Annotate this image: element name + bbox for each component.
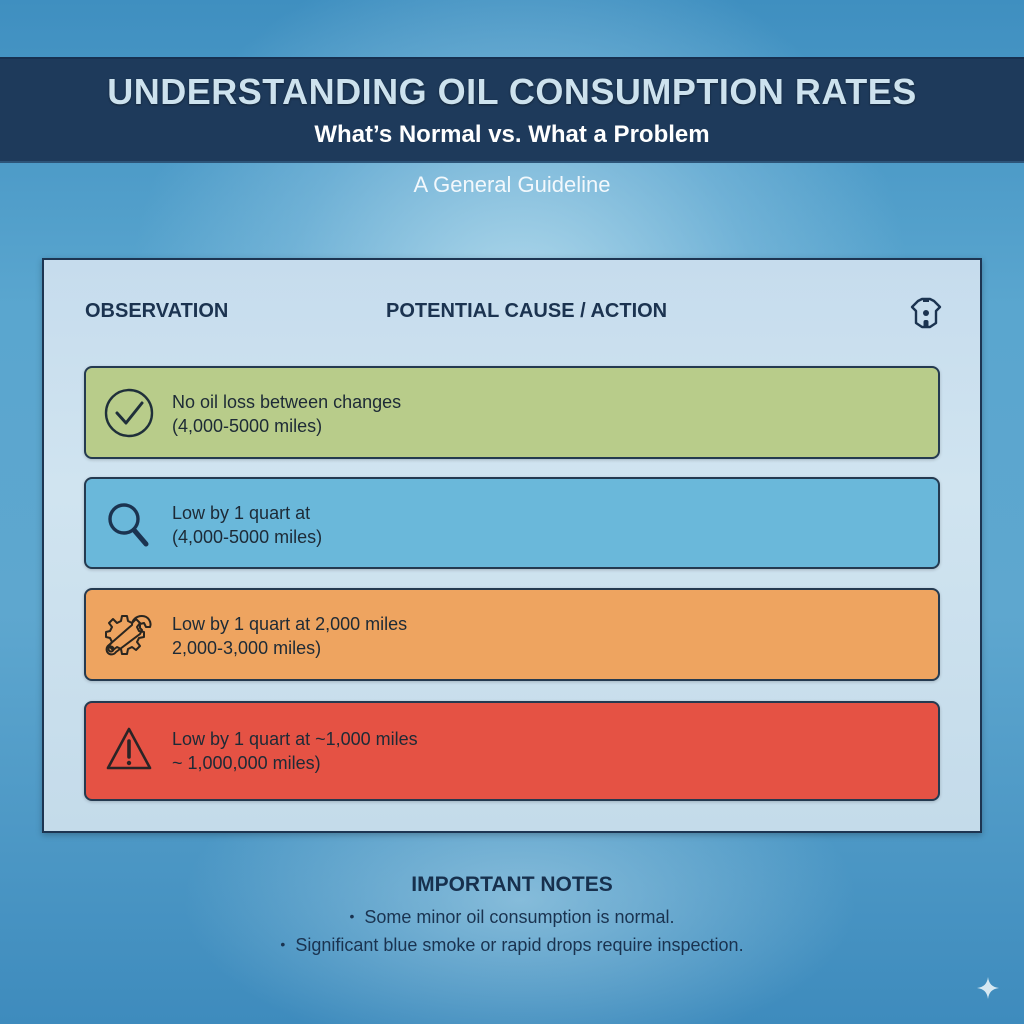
- row-observation: Low by 1 quart at ~1,000 miles: [172, 729, 418, 749]
- note-text: Some minor oil consumption is normal.: [364, 907, 675, 927]
- row-text: Low by 1 quart at ~1,000 miles ~ 1,000,0…: [172, 727, 418, 775]
- row-text: Low by 1 quart at 2,000 miles 2,000-3,00…: [172, 612, 407, 660]
- header-band: UNDERSTANDING OIL CONSUMPTION RATES What…: [0, 57, 1024, 163]
- check-circle-icon: [102, 386, 156, 440]
- notes-list: • Some minor oil consumption is normal. •…: [0, 903, 1024, 959]
- row-observation: Low by 1 quart at 2,000 miles: [172, 614, 408, 634]
- table-row-no-oil-loss: No oil loss between changes (4,000-5000 …: [84, 366, 940, 459]
- engine-diagram-icon: [906, 293, 946, 333]
- sparkle-icon: [976, 976, 1000, 1000]
- row-mileage: (4,000-5000 miles): [172, 527, 323, 547]
- page-subtitle: What’s Normal vs. What a Problem: [314, 121, 710, 148]
- row-mileage: ~ 1,000,000 miles): [172, 753, 321, 773]
- row-observation: Low by 1 quart at: [172, 503, 311, 523]
- row-text: No oil loss between changes (4,000-5000 …: [172, 390, 401, 438]
- table-row-low-1-quart-2000: Low by 1 quart at 2,000 miles 2,000-3,00…: [84, 588, 940, 681]
- bullet-icon: •: [349, 908, 355, 924]
- table-row-low-1-quart-4000: Low by 1 quart at (4,000-5000 miles): [84, 477, 940, 569]
- column-header-observation: OBSERVATION: [85, 300, 229, 322]
- table-row-low-1-quart-1000: Low by 1 quart at ~1,000 miles ~ 1,000,0…: [84, 701, 940, 801]
- bullet-icon: •: [280, 936, 286, 952]
- notes-title: IMPORTANT NOTES: [411, 873, 613, 896]
- row-mileage: (4,000-5000 miles): [172, 416, 323, 436]
- gear-wrench-icon: [102, 608, 156, 662]
- magnifier-icon: [102, 497, 156, 551]
- guideline-table: OBSERVATION POTENTIAL CAUSE / ACTION No …: [42, 258, 982, 833]
- warning-triangle-icon: [102, 723, 156, 777]
- row-observation: No oil loss between changes: [172, 392, 402, 412]
- page-tagline: A General Guideline: [413, 172, 611, 197]
- row-mileage: 2,000-3,000 miles): [172, 638, 322, 658]
- note-item: • Significant blue smoke or rapid drops r…: [0, 931, 1024, 959]
- note-item: • Some minor oil consumption is normal.: [0, 903, 1024, 931]
- column-header-cause: POTENTIAL CAUSE / ACTION: [386, 300, 668, 322]
- note-text: Significant blue smoke or rapid drops re…: [295, 935, 744, 955]
- row-text: Low by 1 quart at (4,000-5000 miles): [172, 501, 322, 549]
- page-title: UNDERSTANDING OIL CONSUMPTION RATES: [107, 71, 917, 112]
